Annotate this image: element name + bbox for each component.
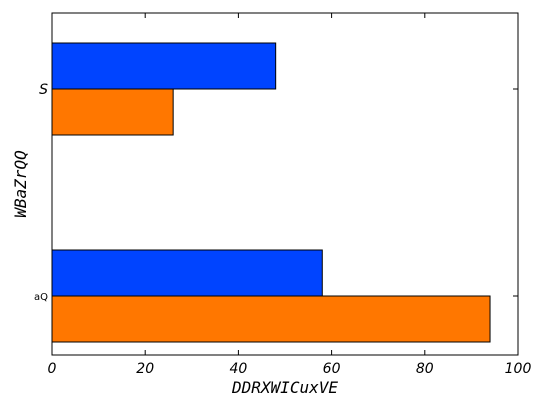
x-tick-label-80: 80 [416,361,434,377]
bar-series-1-aQ [51,295,491,343]
bars-group [51,42,491,343]
tick-labels-group: 0 20 40 60 80 100 aQ S [34,82,531,377]
bar-series-1-S [51,88,174,136]
ticks-group [51,13,519,355]
bar-series-0-S [51,42,277,90]
x-tick-label-40: 40 [229,361,247,377]
y-axis-title: WBaZrQQ [11,150,30,217]
x-tick-label-20: 20 [136,361,154,377]
x-tick-label-100: 100 [505,361,532,377]
y-tick-label-S: S [39,82,48,98]
x-axis-title: DDRXWICuxVE [231,378,338,397]
y-tick-label-aQ: aQ [34,292,48,303]
plot-frame [51,12,519,356]
x-tick-label-0: 0 [48,361,57,377]
x-tick-label-60: 60 [323,361,341,377]
bar-series-0-aQ [51,249,323,297]
